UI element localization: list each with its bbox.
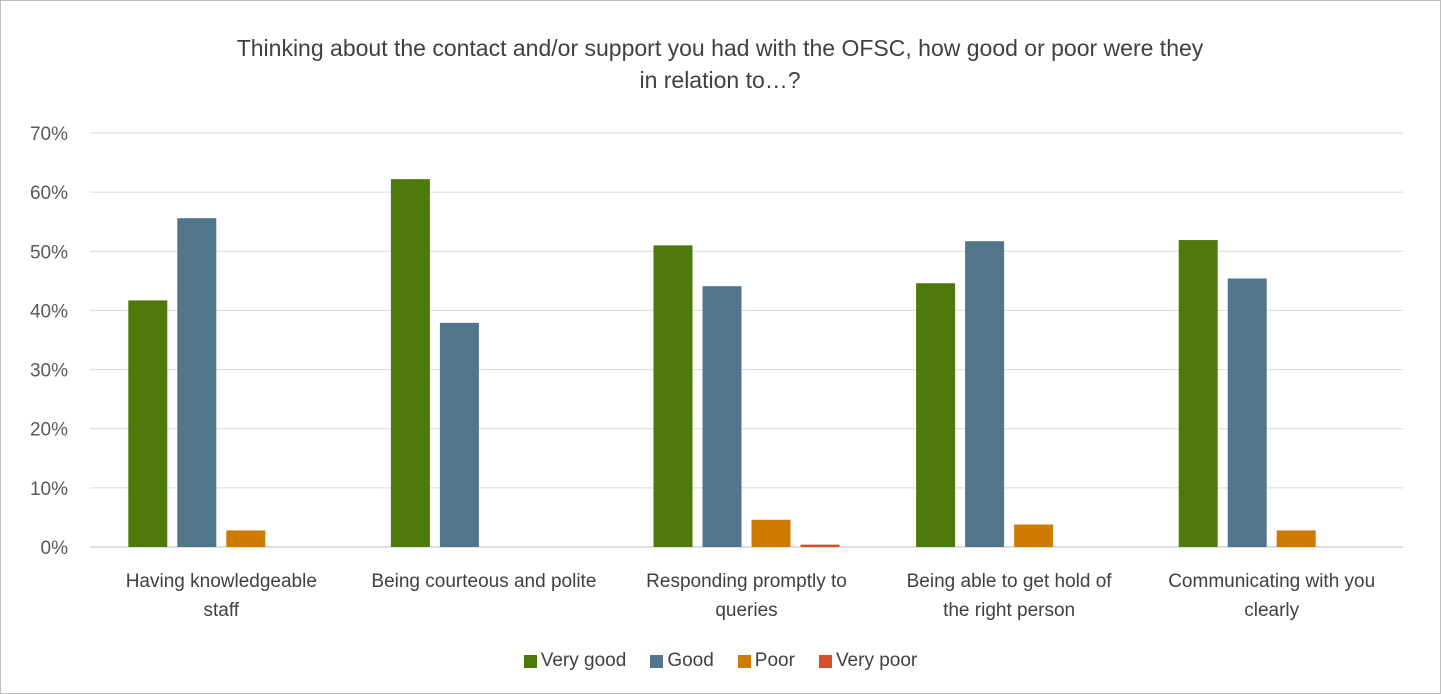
legend-label: Very good <box>540 650 627 671</box>
bar-very-good <box>390 179 430 548</box>
y-tick-label: 40% <box>30 301 68 322</box>
y-tick-label: 10% <box>30 479 68 500</box>
legend-item: Good <box>650 650 714 672</box>
x-category-label: queries <box>715 600 777 621</box>
x-category-label: Responding promptly to <box>646 571 847 592</box>
y-tick-label: 20% <box>30 420 68 441</box>
x-category-label: Communicating with you <box>1168 571 1375 592</box>
legend-swatch <box>818 654 832 668</box>
legend-label: Poor <box>754 650 795 671</box>
legend-item: Poor <box>737 650 795 672</box>
bar-good <box>439 322 479 547</box>
x-category-label: clearly <box>1244 600 1299 621</box>
y-tick-label: 70% <box>30 124 68 145</box>
legend-item: Very good <box>523 650 627 672</box>
legend-item: Very poor <box>818 650 918 672</box>
x-category-label: Being courteous and polite <box>371 571 596 592</box>
bar-very-good <box>653 245 693 547</box>
bar-good <box>177 218 217 547</box>
bar-very-poor <box>800 544 840 547</box>
y-tick-label: 60% <box>30 183 68 204</box>
chart-title-line-2: in relation to…? <box>639 67 801 93</box>
bar-very-good <box>128 300 168 547</box>
y-tick-label: 0% <box>41 538 69 559</box>
legend-swatch <box>523 654 537 668</box>
legend-swatch <box>650 654 664 668</box>
y-tick-label: 30% <box>30 361 68 382</box>
x-category-label: the right person <box>943 600 1075 621</box>
bar-very-good <box>916 283 956 547</box>
legend-label: Very poor <box>835 650 918 671</box>
x-category-label: Being able to get hold of <box>907 571 1113 592</box>
x-category-label: staff <box>204 600 240 621</box>
bar-good <box>702 286 742 547</box>
bar-poor <box>751 519 791 547</box>
legend-label: Good <box>667 650 714 671</box>
bar-good <box>965 241 1005 547</box>
bar-poor <box>1014 524 1054 547</box>
bar-poor <box>1276 530 1316 547</box>
chart-legend: Very good Good Poor Very poor <box>0 650 1441 672</box>
chart-title: Thinking about the contact and/or suppor… <box>100 32 1340 96</box>
x-category-label: Having knowledgeable <box>126 571 317 592</box>
bar-poor <box>226 530 266 547</box>
legend-swatch <box>737 654 751 668</box>
y-tick-label: 50% <box>30 242 68 263</box>
chart-title-line-1: Thinking about the contact and/or suppor… <box>236 35 1204 61</box>
bar-good <box>1227 278 1267 547</box>
bar-very-good <box>1178 240 1218 547</box>
